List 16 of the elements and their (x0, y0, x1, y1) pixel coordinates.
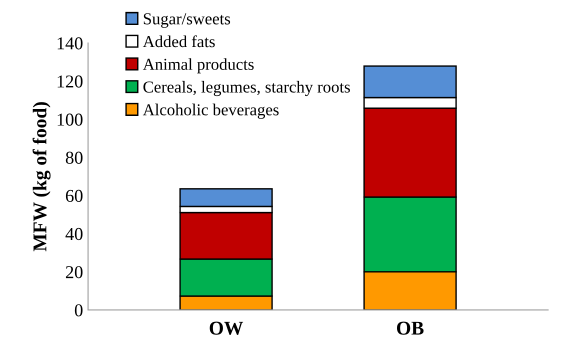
y-tick-label: 120 (58, 75, 83, 88)
y-tick-label: 140 (58, 37, 83, 50)
legend-label: Alcoholic beverages (142, 104, 279, 119)
x-tick-label: OW (210, 322, 244, 335)
y-tick-label: 40 (66, 228, 83, 240)
legend-label: Animal products (142, 58, 254, 74)
x-tick-label: OB (396, 322, 424, 335)
y-tick-label: 60 (66, 190, 83, 202)
legend-label: Cereals, legumes, starchy roots (143, 80, 350, 96)
y-tick-label: 20 (66, 266, 83, 278)
legend-label: Sugar/sweets (144, 13, 230, 28)
y-axis-title: MFW (kg of food) (32, 102, 51, 252)
y-tick-label: 100 (58, 114, 83, 126)
y-tick-label: 0 (74, 304, 83, 316)
y-tick-label: 80 (66, 152, 83, 164)
legend-label: Added fats (142, 35, 215, 48)
